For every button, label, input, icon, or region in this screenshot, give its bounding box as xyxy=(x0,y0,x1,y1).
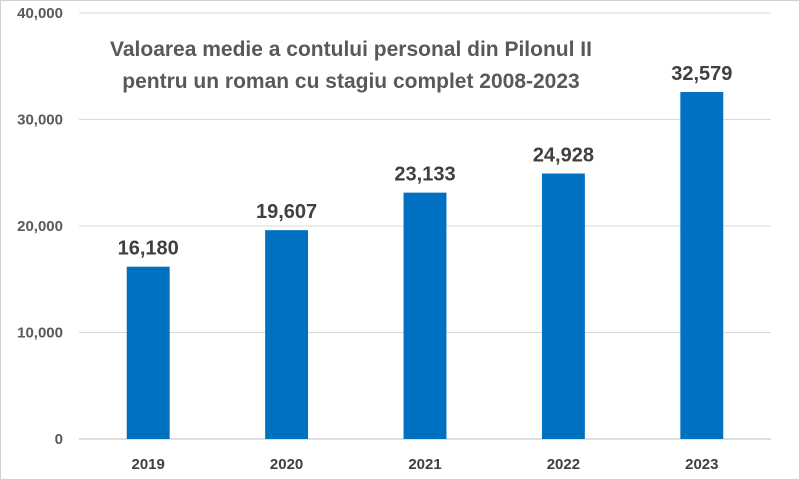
chart-title-line-2: pentru un roman cu stagiu complet 2008-2… xyxy=(122,70,579,93)
data-label-2021: 23,133 xyxy=(394,164,455,186)
bar-2021 xyxy=(403,192,447,439)
data-label-2023: 32,579 xyxy=(671,63,732,85)
y-tick-label: 30,000 xyxy=(17,112,63,129)
bar-2019 xyxy=(126,266,170,439)
y-tick-label: 20,000 xyxy=(17,218,63,235)
x-axis-ticks: 2019 2020 2021 2022 2023 xyxy=(132,456,719,473)
x-tick-label-2020: 2020 xyxy=(270,456,303,473)
data-label-2022: 24,928 xyxy=(533,145,594,167)
bar-2022 xyxy=(541,173,585,440)
bar-2023 xyxy=(680,92,724,439)
bars xyxy=(126,92,724,440)
y-tick-label: 10,000 xyxy=(17,325,63,342)
data-label-2020: 19,607 xyxy=(256,201,317,223)
x-tick-label-2023: 2023 xyxy=(685,456,718,473)
bar-2020 xyxy=(265,230,309,439)
data-labels: 16,180 19,607 23,133 24,928 32,579 xyxy=(118,63,733,260)
x-tick-label-2021: 2021 xyxy=(408,456,441,473)
chart-title-line-1: Valoarea medie a contului personal din P… xyxy=(110,38,592,61)
x-tick-label-2019: 2019 xyxy=(132,456,165,473)
y-axis-ticks: 0 10,000 20,000 30,000 40,000 xyxy=(17,5,63,448)
data-label-2019: 16,180 xyxy=(118,238,179,260)
y-tick-label: 0 xyxy=(55,431,63,448)
x-tick-label-2022: 2022 xyxy=(547,456,580,473)
y-tick-label: 40,000 xyxy=(17,5,63,22)
